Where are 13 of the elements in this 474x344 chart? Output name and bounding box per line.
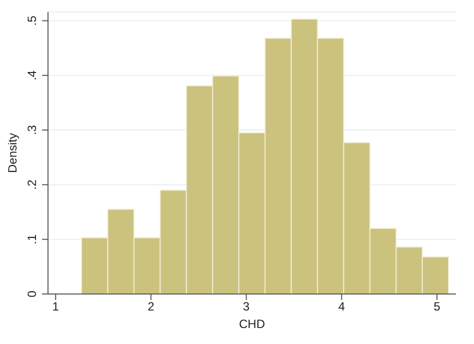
y-tick-label: 0 — [25, 290, 39, 298]
y-tick-label: .3 — [25, 124, 39, 136]
y-axis-title: Density — [5, 132, 20, 174]
y-tick-label: .5 — [25, 15, 39, 26]
x-axis-title: CHD — [239, 317, 266, 331]
x-tick-label: 3 — [242, 300, 250, 314]
y-tick-label: .2 — [25, 179, 39, 190]
y-tick-label: .1 — [25, 234, 39, 244]
x-tick-label: 1 — [52, 300, 60, 314]
y-tick-label: .4 — [25, 70, 39, 80]
x-tick-label: 2 — [148, 300, 155, 314]
x-tick-label: 4 — [338, 300, 346, 314]
x-tick-label: 5 — [434, 300, 441, 314]
